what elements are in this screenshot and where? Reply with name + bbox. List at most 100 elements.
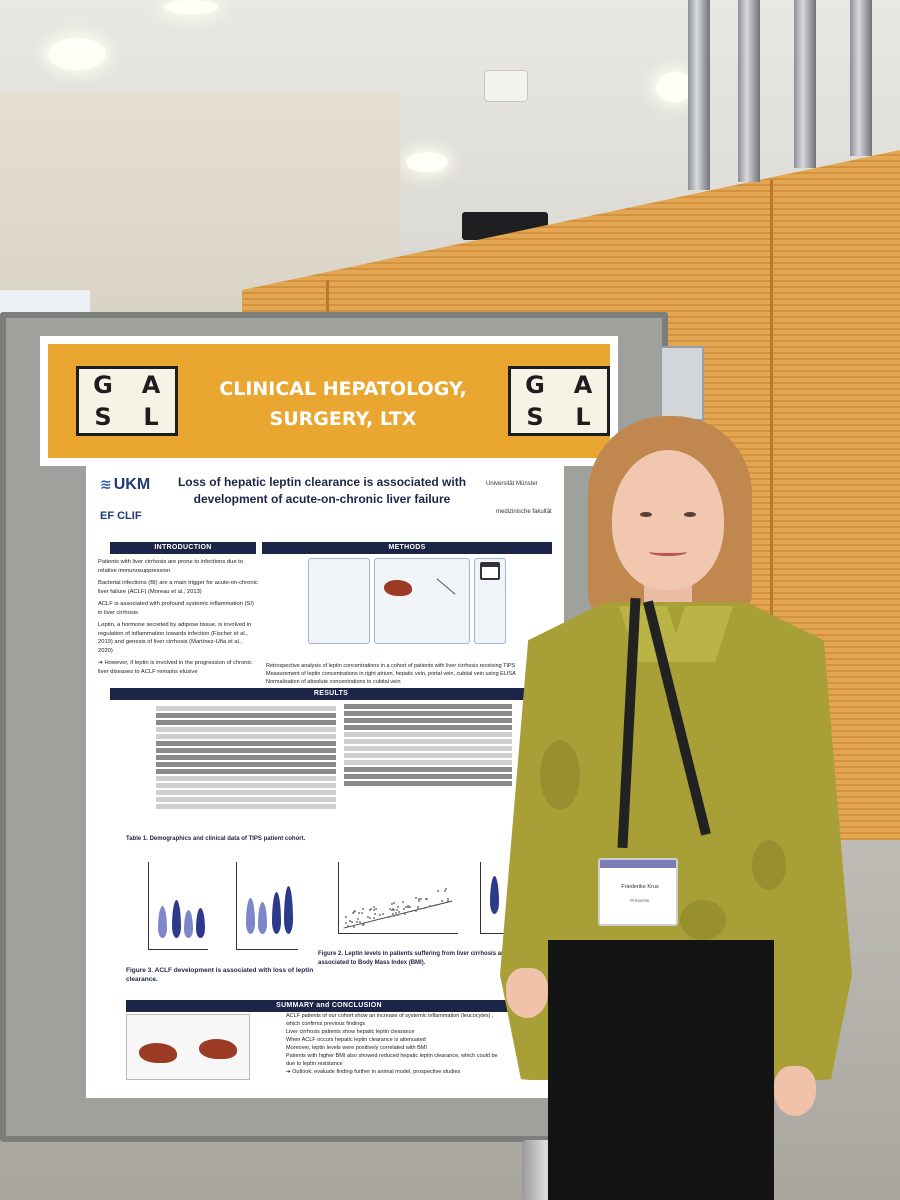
scatter-point — [378, 913, 381, 916]
liver-icon — [199, 1039, 237, 1059]
scatter-point — [445, 888, 448, 891]
figure2-caption: Figure 2. Leptin levels in patients suff… — [318, 951, 537, 966]
scatter-point — [404, 905, 407, 908]
figure3-panel-b — [236, 862, 298, 950]
scatter-point — [374, 908, 377, 911]
scatter-point — [417, 899, 420, 902]
methods-header: METHODS — [262, 542, 552, 554]
scatter-point — [356, 921, 359, 924]
scatter-point — [397, 914, 400, 917]
violin-plot — [258, 902, 267, 934]
scatter-point — [395, 908, 398, 911]
scatter-point — [344, 915, 347, 918]
scatter-point — [415, 909, 417, 912]
ceiling-light — [48, 38, 106, 70]
scatter-point — [346, 924, 349, 927]
scatter-point — [368, 917, 371, 920]
ukm-logo: UKM — [100, 476, 150, 494]
violin-plot — [158, 906, 167, 938]
scatter-point — [424, 906, 427, 909]
summary-text: ACLF patients of our cohort show an incr… — [286, 1013, 498, 1075]
demographics-table-right — [344, 704, 512, 844]
scatter-point — [394, 911, 397, 914]
scatter-point — [373, 908, 376, 911]
left-eye — [640, 512, 652, 517]
scatter-point — [393, 902, 396, 905]
scatter-point — [418, 898, 421, 901]
figure2-scatter-plot — [338, 862, 458, 934]
scatter-point — [440, 900, 443, 903]
ceiling-light — [406, 152, 448, 172]
scatter-point — [360, 911, 363, 914]
board-side-panel — [660, 346, 704, 421]
metal-pillar — [688, 0, 710, 190]
university-logo: Universität Münster — [486, 481, 538, 487]
violin-plot — [490, 876, 499, 914]
face — [612, 450, 724, 590]
scatter-point — [447, 900, 450, 903]
scatter-point — [362, 907, 365, 910]
ceiling-sensor — [484, 70, 528, 102]
scatter-point — [391, 903, 394, 906]
wall-seam — [770, 180, 773, 840]
summary-header: SUMMARY and CONCLUSION — [126, 1000, 532, 1012]
smile — [649, 548, 687, 556]
black-trousers — [548, 940, 774, 1200]
scatter-point — [416, 906, 419, 909]
ceiling-light — [656, 72, 694, 102]
scatter-point — [420, 898, 423, 901]
violin-plot — [284, 886, 293, 934]
introduction-text: Patients with liver cirrhosis are prone … — [98, 559, 258, 675]
calendar-icon — [480, 562, 500, 580]
liver-icon — [384, 580, 412, 596]
scatter-point — [409, 905, 412, 908]
table-caption: Table 1. Demographics and clinical data … — [126, 836, 306, 842]
scientific-poster: UKM EF CLIF Loss of hepatic leptin clear… — [86, 466, 564, 1098]
scatter-point — [357, 912, 360, 915]
scatter-point — [444, 890, 447, 893]
patient-panel — [308, 558, 370, 644]
violin-plot — [196, 908, 205, 938]
figure3-caption: Figure 3. ACLF development is associated… — [126, 967, 314, 983]
scatter-point — [403, 908, 406, 911]
scatter-point — [357, 917, 360, 920]
badge-stripe — [600, 860, 676, 868]
methods-diagram — [308, 558, 506, 646]
gasl-logo-left: G A S L — [76, 366, 178, 436]
methods-text: Retrospective analysis of leptin concent… — [266, 663, 516, 685]
figure2-panel-b — [480, 862, 510, 934]
scatter-point — [358, 920, 361, 923]
scatter-point — [344, 922, 347, 925]
scatter-point — [397, 911, 400, 914]
metal-pillar — [794, 0, 816, 168]
scatter-point — [407, 905, 410, 908]
name-badge: Friederike Krus Presenter — [598, 858, 678, 926]
right-hand — [774, 1066, 816, 1116]
results-header: RESULTS — [110, 688, 552, 700]
scatter-point — [403, 913, 406, 916]
scatter-point — [429, 905, 432, 908]
scatter-point — [447, 897, 450, 900]
left-hand — [506, 968, 548, 1018]
scatter-point — [389, 908, 392, 911]
banner-title: CLINICAL HEPATOLOGY, SURGERY, LTX — [219, 378, 467, 430]
scatter-point — [361, 923, 364, 926]
shirt-pattern — [752, 840, 786, 890]
gasl-logo-right: G A S L — [508, 366, 610, 436]
violin-plot — [272, 892, 281, 934]
wall-seam — [326, 280, 329, 340]
scatter-point — [350, 920, 353, 923]
scatter-point — [363, 922, 366, 925]
scatter-point — [374, 912, 377, 915]
scatter-point — [387, 915, 390, 918]
badge-name: Friederike Krus — [621, 884, 659, 890]
demographics-table-left — [156, 706, 336, 846]
scatter-point — [392, 914, 395, 917]
poster-title: Loss of hepatic leptin clearance is asso… — [177, 475, 467, 506]
scatter-point — [352, 925, 355, 928]
scatter-point — [367, 916, 370, 919]
scatter-point — [425, 897, 428, 900]
right-eye — [684, 512, 696, 517]
scatter-point — [402, 900, 404, 903]
scatter-point — [396, 906, 399, 909]
